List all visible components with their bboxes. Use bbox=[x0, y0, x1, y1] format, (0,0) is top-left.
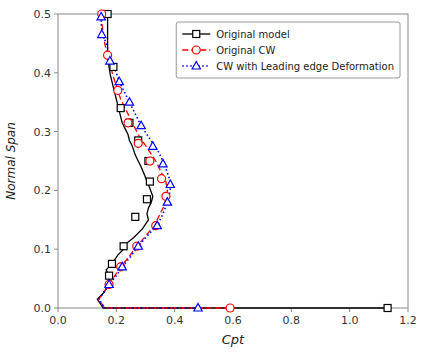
series-marker bbox=[166, 180, 174, 188]
y-tick bbox=[54, 190, 58, 191]
legend-marker bbox=[192, 46, 200, 54]
series-marker bbox=[97, 12, 105, 20]
y-tick bbox=[54, 131, 58, 132]
series-marker bbox=[132, 213, 139, 220]
legend-marker bbox=[193, 31, 200, 38]
series-marker bbox=[120, 243, 127, 250]
x-tick-label: 0.2 bbox=[108, 314, 126, 327]
series-marker bbox=[226, 304, 234, 312]
y-tick-label: 0.4 bbox=[34, 67, 52, 80]
series-marker bbox=[117, 105, 124, 112]
y-tick-label: 0.1 bbox=[34, 243, 52, 256]
series-marker bbox=[124, 119, 132, 127]
x-tick-label: 0.6 bbox=[224, 314, 242, 327]
series-marker bbox=[134, 242, 142, 250]
series-marker bbox=[384, 305, 391, 312]
legend-label: CW with Leading edge Deformation bbox=[216, 61, 394, 72]
y-tick bbox=[54, 14, 58, 15]
series-marker bbox=[105, 280, 113, 288]
series-marker bbox=[134, 139, 142, 147]
x-tick bbox=[408, 308, 409, 312]
series-marker bbox=[146, 178, 153, 185]
series-marker bbox=[163, 198, 171, 206]
axes: 0.0 0.2 0.4 0.6 0.8 1.0 1.2 0.0 0.1 0.2 0.3 0.4 0.5 bbox=[34, 8, 417, 327]
y-tick-label: 0.3 bbox=[34, 126, 52, 139]
series-marker bbox=[149, 142, 157, 150]
legend-box bbox=[176, 22, 400, 78]
chart: 0.0 0.2 0.4 0.6 0.8 1.0 1.2 0.0 0.1 0.2 0.3 0.4 0.5 C… bbox=[0, 0, 422, 354]
legend: Original model Original CW CW with Leading… bbox=[176, 22, 400, 78]
series-marker bbox=[194, 304, 202, 312]
y-tick-label: 0.2 bbox=[34, 184, 52, 197]
legend-marker bbox=[192, 62, 200, 70]
y-tick-label: 0.0 bbox=[34, 302, 52, 315]
series-marker bbox=[106, 272, 113, 279]
x-axis-label: Cpt bbox=[222, 332, 245, 347]
series-marker bbox=[114, 86, 122, 94]
series-marker bbox=[143, 196, 150, 203]
x-tick-label: 0.0 bbox=[49, 314, 67, 327]
x-tick-label: 1.0 bbox=[341, 314, 359, 327]
y-tick bbox=[54, 249, 58, 250]
series-marker bbox=[105, 280, 113, 288]
series-marker bbox=[118, 262, 126, 270]
series-marker bbox=[159, 159, 167, 167]
series-marker bbox=[108, 260, 115, 267]
series-marker bbox=[98, 30, 106, 38]
x-tick-label: 1.2 bbox=[399, 314, 417, 327]
y-tick bbox=[54, 308, 58, 309]
legend-label: Original model bbox=[216, 29, 289, 40]
x-tick bbox=[58, 308, 59, 312]
series-marker bbox=[125, 98, 133, 106]
plot-frame bbox=[58, 14, 408, 308]
y-tick-label: 0.5 bbox=[34, 8, 52, 21]
legend-label: Original CW bbox=[216, 45, 275, 56]
y-tick bbox=[54, 72, 58, 73]
series-marker bbox=[137, 121, 145, 129]
x-tick-label: 0.4 bbox=[166, 314, 184, 327]
series-marker bbox=[115, 77, 123, 85]
y-axis-label: Normal Span bbox=[4, 122, 18, 200]
series-marker bbox=[146, 157, 154, 165]
series-marker bbox=[153, 221, 161, 229]
series-marker bbox=[106, 57, 114, 65]
series-marker bbox=[158, 175, 166, 183]
x-tick-label: 0.8 bbox=[283, 314, 301, 327]
